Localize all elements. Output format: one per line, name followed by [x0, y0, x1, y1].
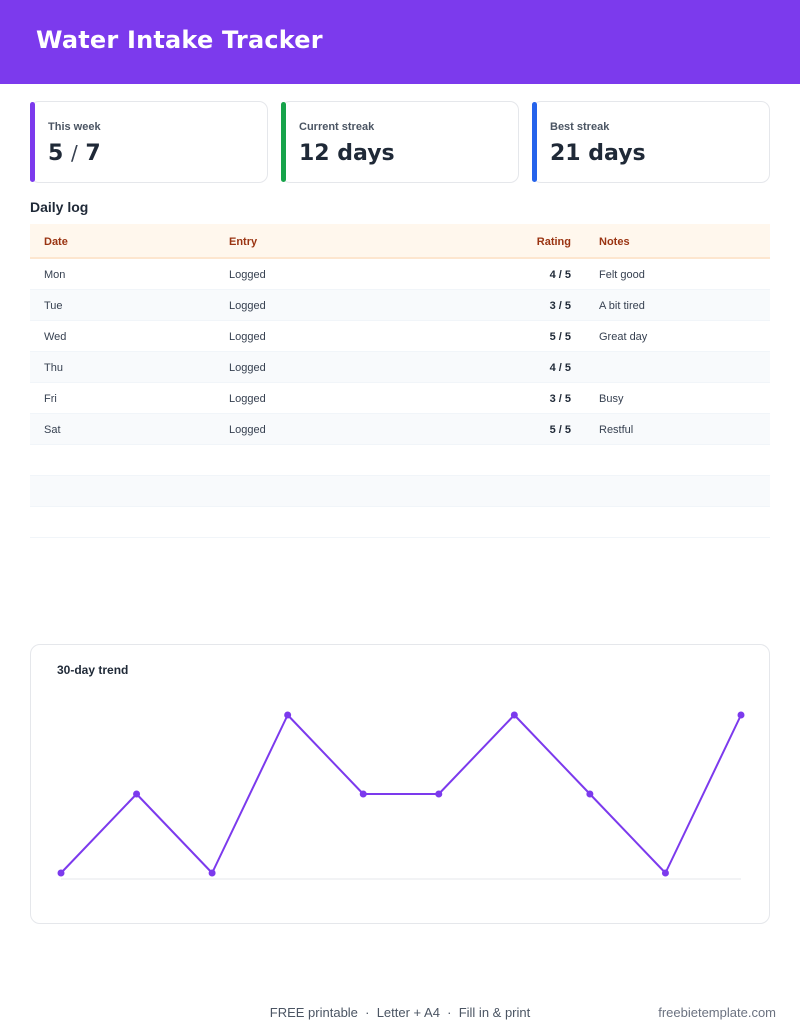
- table-row-empty: [30, 476, 770, 507]
- trend-point: [737, 711, 745, 719]
- stat-label: This week: [48, 121, 101, 133]
- column-header-notes: Notes: [599, 236, 630, 248]
- cell-entry: Logged: [229, 331, 266, 343]
- stat-accent-bar: [281, 102, 286, 182]
- trend-point: [284, 711, 292, 719]
- stat-accent-bar: [30, 102, 35, 182]
- cell-date: Sat: [44, 424, 61, 436]
- stat-value: 5 / 7: [48, 141, 101, 166]
- stat-accent-bar: [532, 102, 537, 182]
- table-row: Fri Logged 3 / 5 Busy: [30, 383, 770, 414]
- cell-date: Wed: [44, 331, 67, 343]
- trend-chart: [57, 711, 745, 880]
- cell-date: Mon: [44, 269, 66, 281]
- cell-date: Thu: [44, 362, 63, 374]
- cell-notes: Restful: [599, 424, 634, 436]
- chart-title: 30-day trend: [57, 663, 129, 677]
- table-row: Mon Logged 4 / 5 Felt good: [30, 259, 770, 290]
- table-row: Tue Logged 3 / 5 A bit tired: [30, 290, 770, 321]
- cell-rating: 3 / 5: [549, 393, 571, 405]
- header-bar: Water Intake Tracker: [0, 0, 800, 84]
- table-row: Wed Logged 5 / 5 Great day: [30, 321, 770, 352]
- stat-value: 12 days: [299, 141, 395, 166]
- table-row-empty: [30, 507, 770, 538]
- cell-date: Fri: [44, 393, 57, 405]
- cell-notes: A bit tired: [599, 300, 645, 312]
- stat-value-total: 7: [85, 141, 101, 166]
- daily-log-title: Daily log: [30, 199, 89, 215]
- table-row-empty: [30, 445, 770, 476]
- footer-tagline: FREE printable · Letter + A4 · Fill in &…: [269, 1005, 531, 1020]
- stat-value-separator: /: [70, 141, 78, 165]
- page-title: Water Intake Tracker: [36, 26, 323, 54]
- stat-card-current-streak: Current streak 12 days: [281, 101, 519, 183]
- trend-point: [133, 790, 141, 798]
- trend-point: [57, 869, 65, 877]
- stat-card-best-streak: Best streak 21 days: [532, 101, 770, 183]
- cell-entry: Logged: [229, 300, 266, 312]
- trend-point: [586, 790, 594, 798]
- footer-site: freebietemplate.com: [658, 1005, 776, 1020]
- cell-entry: Logged: [229, 362, 266, 374]
- cell-rating: 3 / 5: [549, 300, 571, 312]
- cell-rating: 5 / 5: [549, 424, 571, 436]
- trend-chart-card: 30-day trend: [30, 644, 770, 924]
- table-row: Thu Logged 4 / 5: [30, 352, 770, 383]
- column-header-rating: Rating: [536, 236, 571, 248]
- cell-entry: Logged: [229, 424, 266, 436]
- cell-notes: Felt good: [599, 269, 645, 281]
- table-header: Date Entry Rating Notes: [30, 224, 770, 259]
- trend-point: [510, 711, 518, 719]
- column-header-entry: Entry: [229, 236, 258, 248]
- cell-rating: 4 / 5: [549, 269, 571, 281]
- trend-point: [359, 790, 367, 798]
- trend-point: [208, 869, 216, 877]
- cell-notes: Busy: [599, 393, 624, 405]
- stat-value: 21 days: [550, 141, 646, 166]
- cell-rating: 4 / 5: [549, 362, 571, 374]
- stat-label: Best streak: [550, 121, 610, 133]
- trend-point: [435, 790, 443, 798]
- cell-entry: Logged: [229, 269, 266, 281]
- cell-notes: Great day: [599, 331, 648, 343]
- trend-series-line: [60, 714, 742, 874]
- cell-rating: 5 / 5: [549, 331, 571, 343]
- column-header-date: Date: [44, 236, 68, 248]
- trend-point: [661, 869, 669, 877]
- stat-card-this-week: This week 5 / 7: [30, 101, 268, 183]
- stat-value-logged: 5: [48, 141, 64, 166]
- table-row: Sat Logged 5 / 5 Restful: [30, 414, 770, 445]
- daily-log-table: Date Entry Rating Notes Mon Logged 4 / 5…: [30, 224, 770, 538]
- cell-date: Tue: [44, 300, 63, 312]
- stat-label: Current streak: [299, 121, 375, 133]
- cell-entry: Logged: [229, 393, 266, 405]
